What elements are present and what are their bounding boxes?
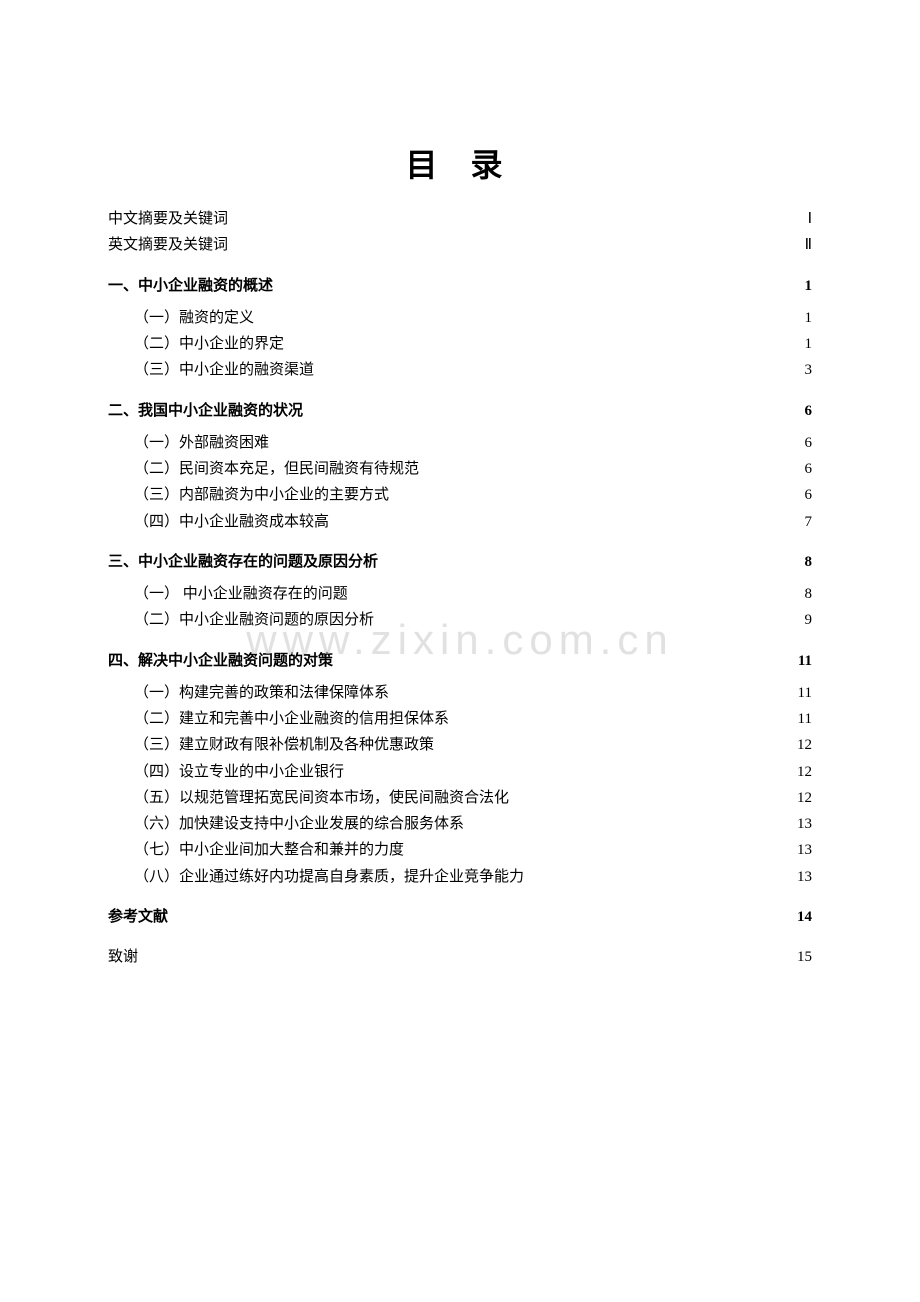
toc-entry-label: 二、我国中小企业融资的状况: [108, 398, 303, 424]
page-container: 目 录 中文摘要及关键词Ⅰ英文摘要及关键词Ⅱ一、中小企业融资的概述1（一）融资的…: [0, 0, 920, 970]
toc-entry-page: 13: [797, 837, 812, 863]
toc-body: 中文摘要及关键词Ⅰ英文摘要及关键词Ⅱ一、中小企业融资的概述1（一）融资的定义1（…: [108, 206, 812, 970]
toc-entry-label: 一、中小企业融资的概述: [108, 273, 273, 299]
toc-entry-page: 11: [798, 648, 812, 674]
toc-entry-label: （一）融资的定义: [134, 305, 254, 331]
toc-entry: （二）中小企业的界定 1: [108, 331, 812, 357]
toc-entry-label: （二）中小企业的界定: [134, 331, 284, 357]
toc-entry-page: 9: [805, 607, 813, 633]
toc-entry-page: 14: [797, 904, 812, 930]
toc-entry: （二）民间资本充足，但民间融资有待规范 6: [108, 456, 812, 482]
toc-entry-page: 3: [805, 357, 813, 383]
toc-spacer: [108, 384, 812, 398]
toc-entry-page: 8: [805, 549, 813, 575]
toc-entry-page: 12: [797, 785, 812, 811]
toc-entry: 四、解决中小企业融资问题的对策 11: [108, 648, 812, 674]
toc-entry-page: 13: [797, 811, 812, 837]
toc-entry-page: Ⅱ: [805, 232, 812, 258]
toc-entry-label: （二）中小企业融资问题的原因分析: [134, 607, 374, 633]
toc-spacer: [108, 930, 812, 944]
toc-entry-label: （四）设立专业的中小企业银行: [134, 759, 344, 785]
toc-entry-label: 致谢: [108, 944, 138, 970]
toc-entry: （一）融资的定义 1: [108, 305, 812, 331]
toc-entry-page: 1: [805, 331, 813, 357]
toc-entry: （四）中小企业融资成本较高 7: [108, 509, 812, 535]
toc-entry-page: 12: [797, 759, 812, 785]
toc-entry-page: 13: [797, 864, 812, 890]
toc-entry-page: 6: [805, 456, 813, 482]
toc-entry: （三）中小企业的融资渠道 3: [108, 357, 812, 383]
toc-spacer: [108, 634, 812, 648]
toc-entry: （三）内部融资为中小企业的主要方式 6: [108, 482, 812, 508]
toc-entry-page: 12: [797, 732, 812, 758]
toc-entry-label: （一）外部融资困难: [134, 430, 269, 456]
toc-entry-page: 8: [805, 581, 813, 607]
toc-entry-page: 11: [798, 706, 812, 732]
toc-entry-page: Ⅰ: [808, 206, 812, 232]
toc-entry-label: （七）中小企业间加大整合和兼并的力度: [134, 837, 404, 863]
toc-entry: （二）建立和完善中小企业融资的信用担保体系 11: [108, 706, 812, 732]
toc-entry-label: （三）内部融资为中小企业的主要方式: [134, 482, 389, 508]
toc-entry-label: 三、中小企业融资存在的问题及原因分析: [108, 549, 378, 575]
toc-entry: （四）设立专业的中小企业银行 12: [108, 759, 812, 785]
toc-spacer: [108, 890, 812, 904]
toc-entry-label: （二）建立和完善中小企业融资的信用担保体系: [134, 706, 449, 732]
toc-entry-label: （一） 中小企业融资存在的问题: [134, 581, 348, 607]
toc-entry-page: 6: [805, 482, 813, 508]
toc-entry: 参考文献 14: [108, 904, 812, 930]
toc-entry-label: 参考文献: [108, 904, 168, 930]
toc-entry-page: 1: [805, 273, 813, 299]
toc-spacer: [108, 535, 812, 549]
toc-entry-label: （三）中小企业的融资渠道: [134, 357, 314, 383]
toc-entry: （五）以规范管理拓宽民间资本市场，使民间融资合法化 12: [108, 785, 812, 811]
toc-entry: （一）外部融资困难 6: [108, 430, 812, 456]
toc-entry-label: （二）民间资本充足，但民间融资有待规范: [134, 456, 419, 482]
toc-entry-label: （五）以规范管理拓宽民间资本市场，使民间融资合法化: [134, 785, 509, 811]
toc-entry-label: （一）构建完善的政策和法律保障体系: [134, 680, 389, 706]
toc-entry: （三）建立财政有限补偿机制及各种优惠政策 12: [108, 732, 812, 758]
toc-entry: （八）企业通过练好内功提高自身素质，提升企业竞争能力 13: [108, 864, 812, 890]
toc-entry: （一） 中小企业融资存在的问题 8: [108, 581, 812, 607]
toc-spacer: [108, 259, 812, 273]
toc-entry: 英文摘要及关键词 Ⅱ: [108, 232, 812, 258]
toc-entry-page: 11: [798, 680, 812, 706]
toc-entry: 一、中小企业融资的概述 1: [108, 273, 812, 299]
toc-entry: 三、中小企业融资存在的问题及原因分析 8: [108, 549, 812, 575]
toc-entry: （二）中小企业融资问题的原因分析 9: [108, 607, 812, 633]
toc-title: 目 录: [108, 140, 812, 186]
toc-entry-label: 中文摘要及关键词: [108, 206, 228, 232]
toc-entry-label: 英文摘要及关键词: [108, 232, 228, 258]
toc-entry-page: 7: [805, 509, 813, 535]
toc-entry: （一）构建完善的政策和法律保障体系 11: [108, 680, 812, 706]
toc-entry: 中文摘要及关键词 Ⅰ: [108, 206, 812, 232]
toc-entry-page: 15: [797, 944, 812, 970]
toc-entry-label: 四、解决中小企业融资问题的对策: [108, 648, 333, 674]
toc-entry: 二、我国中小企业融资的状况 6: [108, 398, 812, 424]
toc-entry-label: （四）中小企业融资成本较高: [134, 509, 329, 535]
toc-entry-page: 6: [805, 398, 813, 424]
toc-entry-page: 1: [805, 305, 813, 331]
toc-entry-label: （三）建立财政有限补偿机制及各种优惠政策: [134, 732, 434, 758]
toc-entry-label: （六）加快建设支持中小企业发展的综合服务体系: [134, 811, 464, 837]
toc-entry-label: （八）企业通过练好内功提高自身素质，提升企业竞争能力: [134, 864, 524, 890]
toc-entry: （六）加快建设支持中小企业发展的综合服务体系 13: [108, 811, 812, 837]
toc-entry: 致谢 15: [108, 944, 812, 970]
toc-entry: （七）中小企业间加大整合和兼并的力度 13: [108, 837, 812, 863]
toc-entry-page: 6: [805, 430, 813, 456]
